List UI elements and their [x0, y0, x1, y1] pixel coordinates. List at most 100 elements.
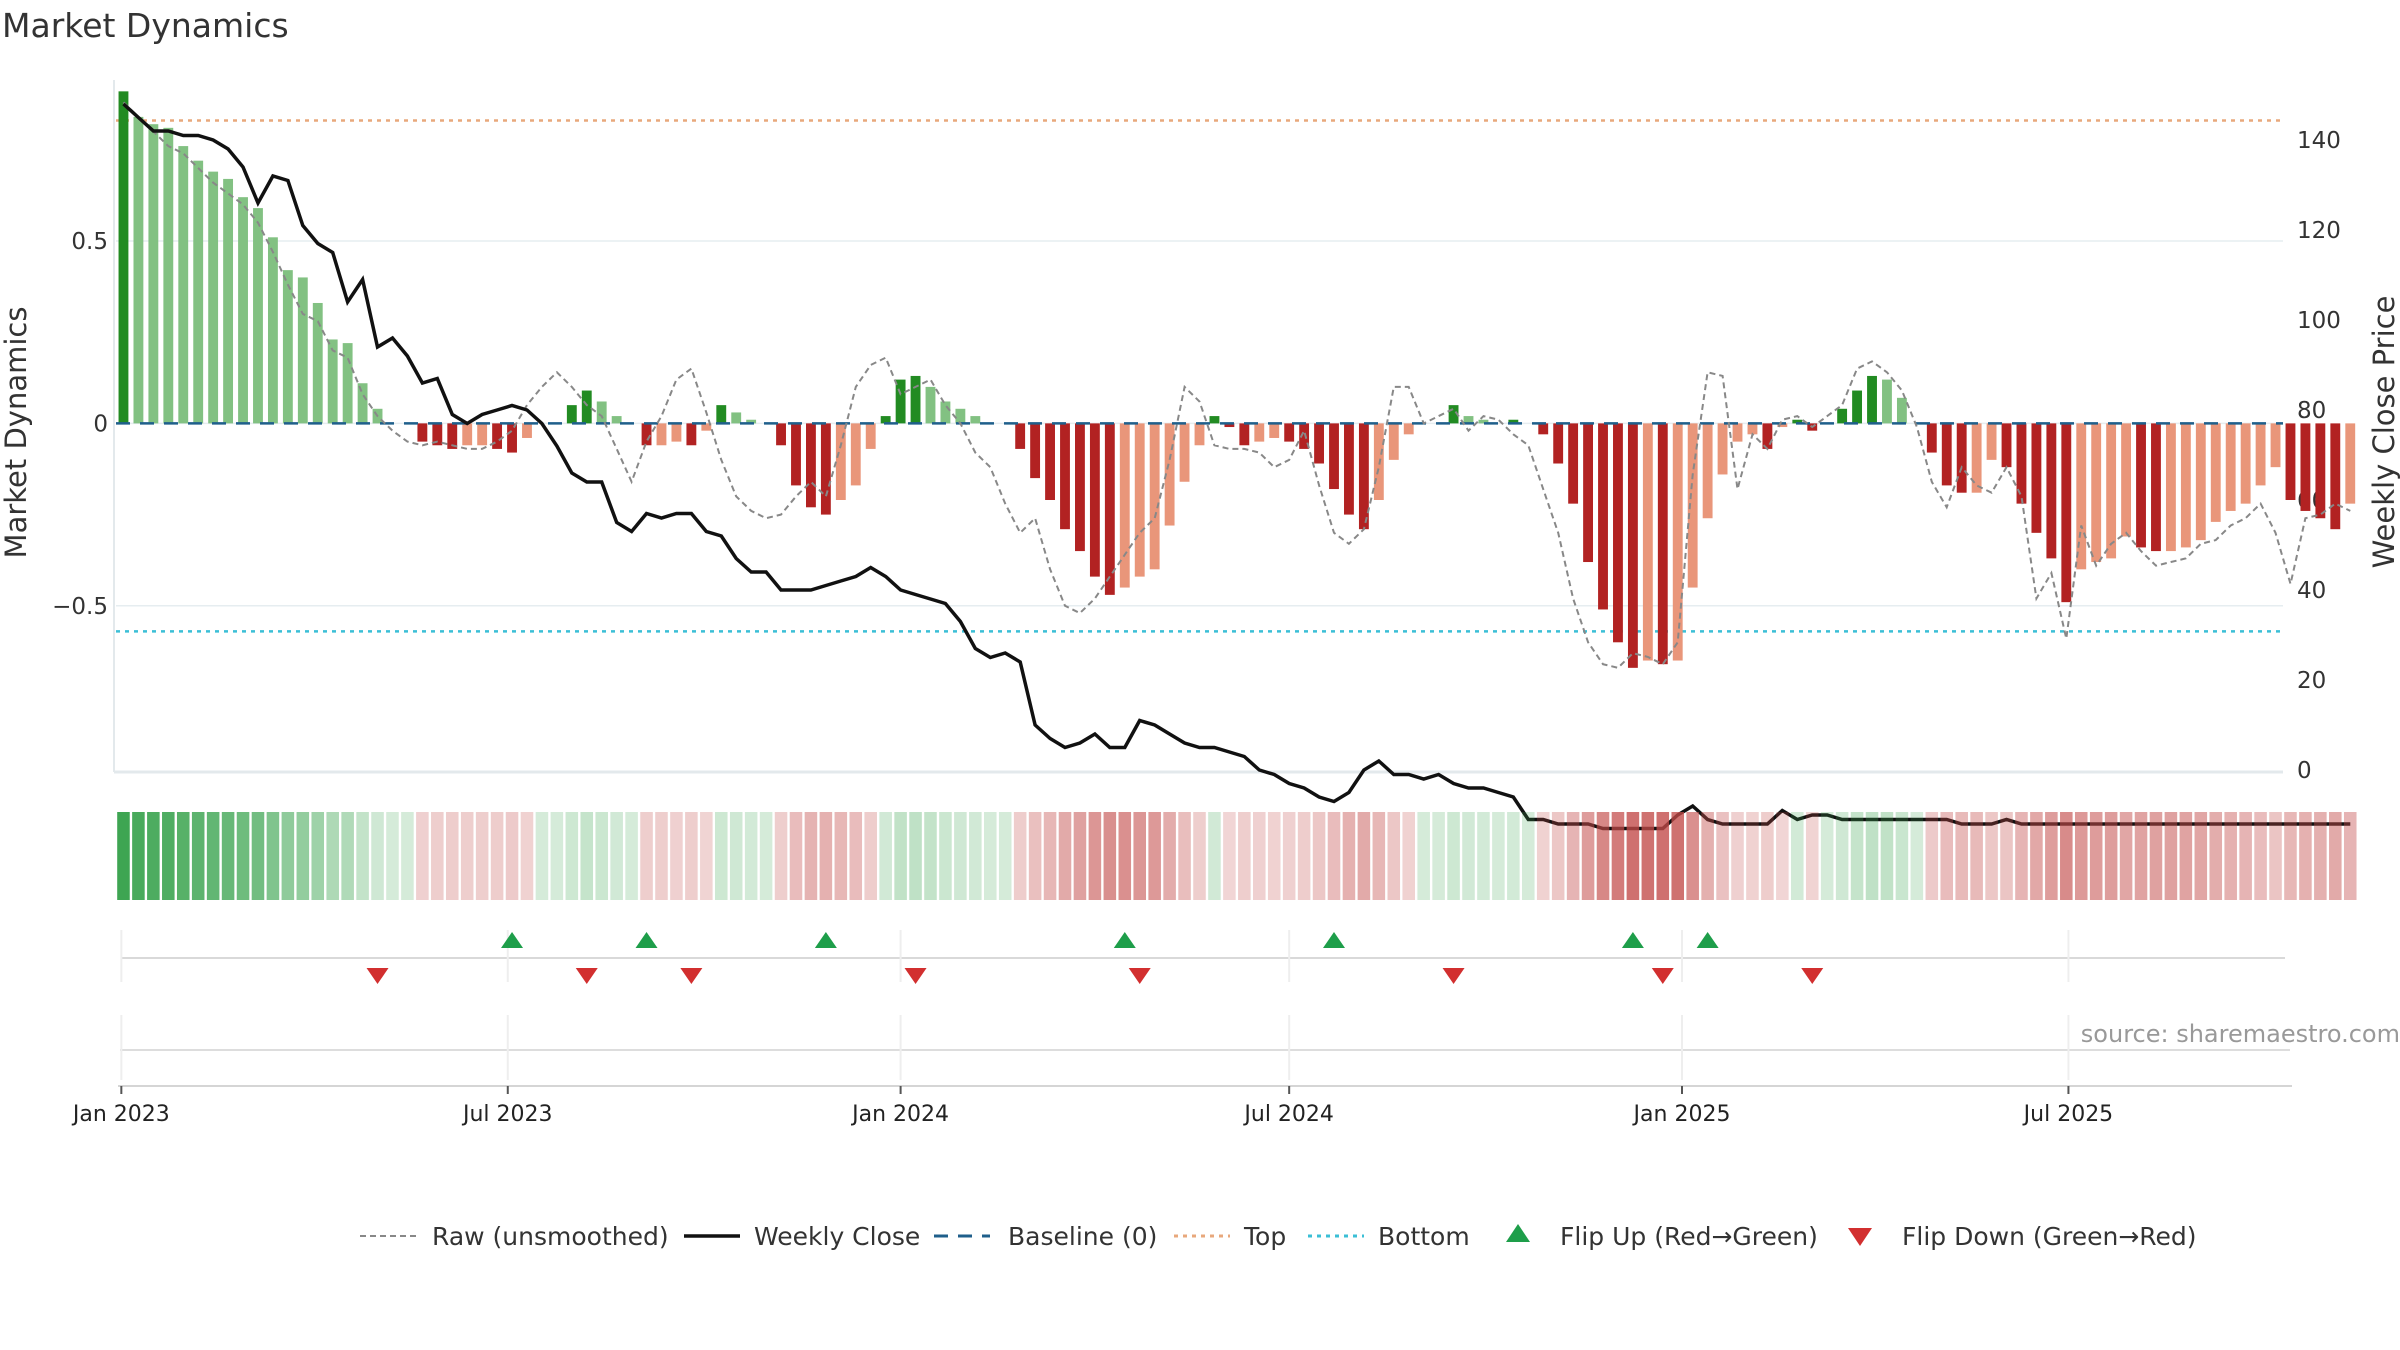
heat-cell	[1791, 812, 1804, 900]
bar	[1314, 423, 1324, 464]
bar	[253, 208, 263, 424]
heat-cell	[1342, 812, 1356, 900]
heat-cell	[1716, 812, 1729, 900]
heat-cell	[1850, 812, 1864, 900]
heat-cell	[162, 812, 175, 900]
bar	[1149, 423, 1160, 570]
heat-cell	[1193, 812, 1206, 900]
heat-cell	[983, 812, 997, 900]
heat-cell	[2284, 812, 2297, 900]
bar	[1299, 423, 1310, 449]
y-tick-label-left: 0.5	[71, 229, 108, 255]
heat-cell	[221, 812, 235, 900]
heat-cell	[998, 812, 1012, 900]
heat-cell	[1447, 812, 1460, 900]
heat-cell	[729, 812, 743, 900]
bar	[1388, 423, 1399, 460]
heat-cell	[1551, 812, 1565, 900]
heat-cell	[670, 812, 683, 900]
heat-cell	[1985, 812, 1998, 900]
heat-cell	[1880, 812, 1894, 900]
bar	[1344, 423, 1354, 515]
bar	[432, 423, 443, 446]
y-tick-label-right: 140	[2297, 128, 2341, 154]
bar	[1448, 405, 1459, 424]
bar	[492, 423, 503, 449]
bar	[507, 423, 517, 453]
bar	[357, 383, 368, 424]
heat-cell	[1611, 812, 1625, 900]
bar	[2046, 423, 2057, 559]
bar	[1747, 423, 1758, 435]
heat-cell	[460, 812, 474, 900]
heat-cell	[2314, 812, 2327, 900]
bar	[1179, 423, 1190, 482]
heat-cell	[266, 812, 280, 900]
bar	[716, 405, 727, 424]
heat-cell	[864, 812, 877, 900]
bar	[1732, 423, 1743, 442]
heat-cell	[1417, 812, 1430, 900]
bar	[910, 375, 921, 424]
bar	[596, 401, 607, 424]
bar	[940, 401, 951, 424]
bar	[1478, 419, 1489, 424]
heat-cell	[416, 812, 429, 900]
heat-cell	[281, 812, 295, 900]
heat-cell	[640, 812, 653, 900]
heat-cell	[1118, 812, 1132, 900]
heat-cell	[834, 812, 848, 900]
bar	[1045, 423, 1055, 500]
bar	[806, 423, 816, 508]
bar	[1209, 416, 1220, 424]
bar	[2091, 423, 2102, 563]
bar	[1284, 423, 1295, 442]
bar	[1956, 423, 1967, 493]
bar	[1075, 423, 1085, 552]
bar	[1508, 419, 1519, 424]
flip-up-marker	[635, 932, 658, 948]
heat-cell	[2269, 812, 2282, 900]
heat-cell	[1178, 812, 1191, 900]
bar	[178, 146, 189, 424]
bar	[641, 423, 652, 446]
bar	[850, 423, 861, 486]
bar	[1852, 390, 1863, 424]
bar	[746, 419, 757, 424]
heat-cell	[296, 812, 310, 900]
heat-cell	[909, 812, 922, 900]
heat-cell	[804, 812, 818, 900]
bar	[238, 197, 248, 424]
y-tick-label-left: −0.5	[52, 594, 108, 620]
heat-cell	[894, 812, 907, 900]
bar	[1867, 375, 1877, 424]
flip-down-marker	[904, 968, 927, 984]
bar	[1896, 397, 1907, 424]
heat-cell	[1656, 812, 1670, 900]
heat-cell	[2119, 812, 2133, 900]
heat-cell	[176, 812, 190, 900]
flip-up-marker	[1621, 932, 1644, 948]
bar	[1553, 423, 1564, 464]
bar	[133, 116, 144, 424]
heat-cell	[490, 812, 504, 900]
bar	[686, 423, 697, 446]
heat-cell	[1805, 812, 1819, 900]
bar	[1060, 423, 1070, 530]
heat-cell	[132, 812, 145, 900]
bar	[1134, 423, 1145, 577]
bar	[2345, 423, 2356, 504]
heat-cell	[789, 812, 803, 900]
bar	[1030, 423, 1041, 479]
heat-cell	[625, 812, 638, 900]
heat-cell	[744, 812, 758, 900]
heat-cell	[2194, 812, 2208, 900]
heat-cell	[1088, 812, 1102, 900]
heat-cell	[1895, 812, 1909, 900]
heat-cell	[1462, 812, 1475, 900]
bar	[1627, 423, 1638, 668]
bar	[2076, 423, 2087, 570]
bar	[1015, 423, 1026, 449]
heat-cell	[939, 812, 952, 900]
bar	[1642, 423, 1653, 661]
